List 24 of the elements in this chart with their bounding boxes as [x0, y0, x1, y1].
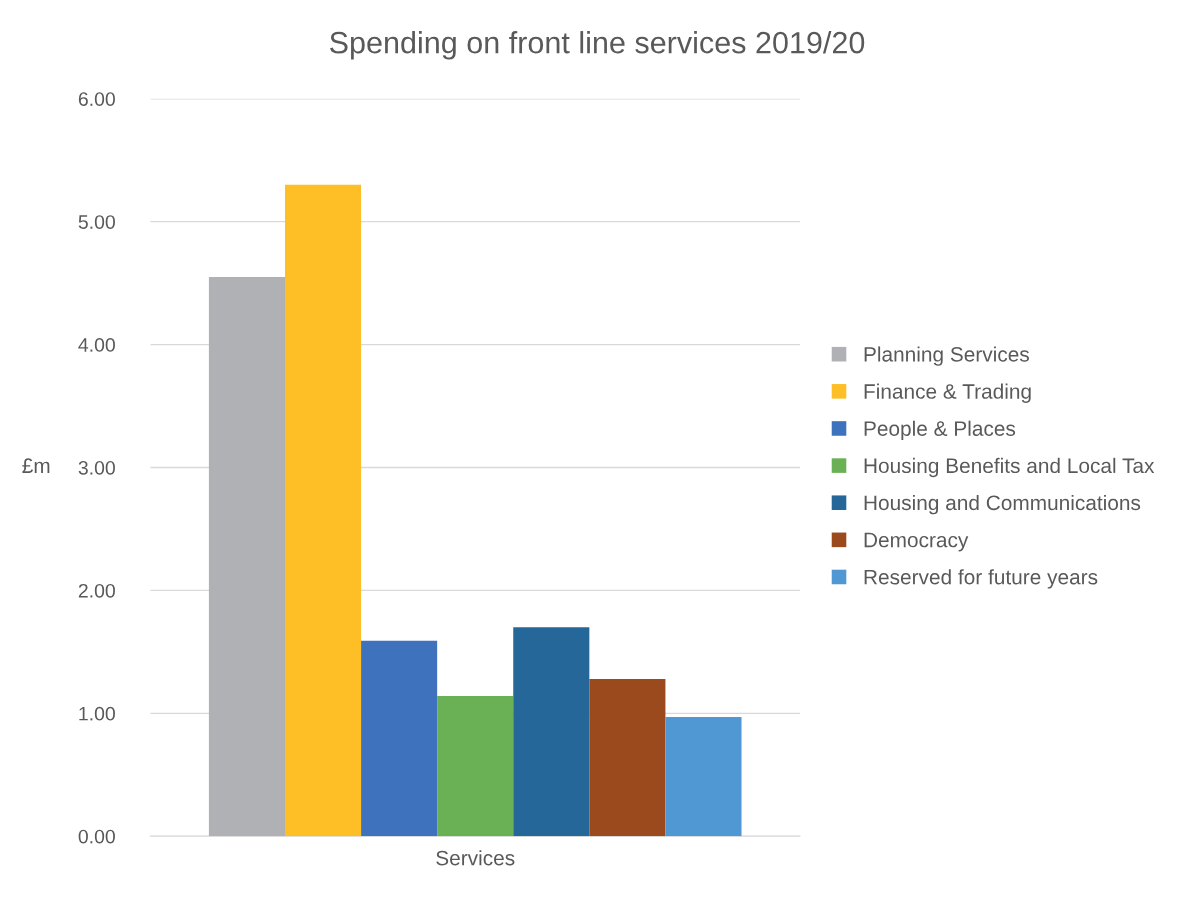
y-tick-label: 3.00: [78, 460, 115, 475]
legend-label: Housing and Communications: [864, 494, 1141, 515]
bar: [284, 184, 362, 837]
y-tick-label: 6.00: [78, 92, 115, 106]
bar: [589, 678, 666, 837]
y-tick-label: 5.00: [78, 215, 115, 229]
bar: [361, 640, 438, 837]
bar: [665, 717, 742, 837]
y-tick-label: 2.00: [78, 583, 115, 598]
chart-title: Spending on front line services 2019/20: [330, 31, 865, 60]
bar: [513, 627, 590, 837]
legend-label: Reserved for future years: [864, 569, 1098, 589]
y-axis-title: £m: [22, 458, 50, 473]
x-tick-label: Services: [436, 850, 515, 866]
legend-label: Housing Benefits and Local Tax: [864, 457, 1155, 478]
y-tick-label: 0.00: [78, 829, 115, 844]
y-tick-label: 4.00: [78, 338, 115, 352]
legend-label: People & Places: [864, 420, 1016, 441]
legend-label: Democracy: [864, 532, 969, 552]
bar: [208, 276, 285, 837]
y-tick-label: 1.00: [79, 706, 115, 721]
legend-label: Finance & Trading: [864, 383, 1031, 403]
bar: [437, 696, 514, 837]
legend-label: Planning Services: [864, 346, 1029, 366]
